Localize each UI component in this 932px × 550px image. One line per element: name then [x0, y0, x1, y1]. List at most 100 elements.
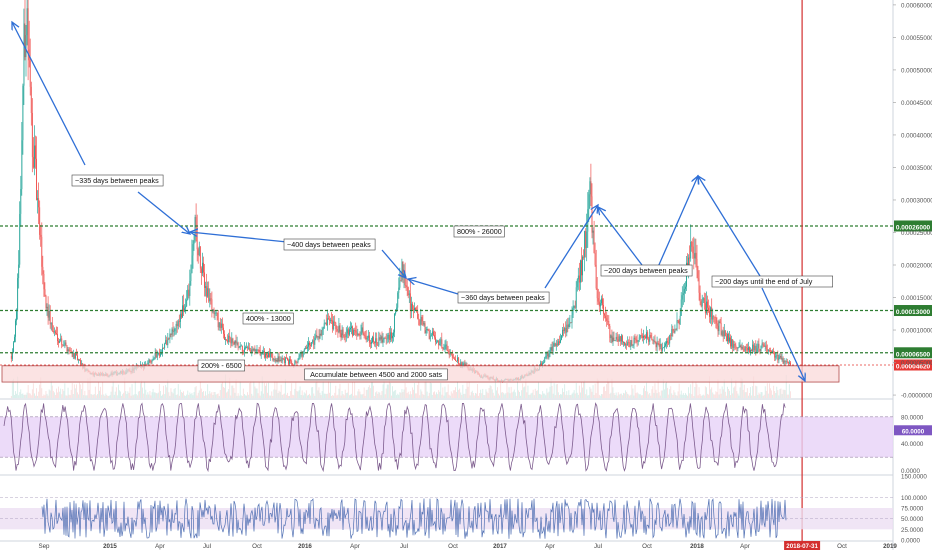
- candle-body: [156, 354, 158, 358]
- candle-body: [255, 350, 257, 352]
- volume-bar: [687, 395, 688, 398]
- candle-body: [698, 278, 700, 293]
- volume-bar: [401, 389, 403, 398]
- volume-bar: [763, 394, 765, 398]
- candle-body: [280, 359, 282, 362]
- volume-bar: [672, 395, 674, 398]
- volume-bar: [11, 380, 13, 398]
- volume-bar: [311, 387, 313, 398]
- volume-bar: [515, 395, 517, 398]
- oscillator-2-axis-tick: 75.0000: [901, 506, 924, 513]
- volume-bar: [781, 394, 783, 398]
- price-axis-tick: 0.00060000: [901, 2, 932, 9]
- volume-bar: [679, 394, 681, 398]
- candle-body: [282, 358, 284, 359]
- candle-body: [608, 321, 610, 326]
- volume-bar: [131, 384, 133, 398]
- volume-bar: [82, 383, 84, 398]
- candle-body: [380, 336, 382, 340]
- volume-bar: [540, 394, 541, 398]
- candle-body: [61, 338, 63, 345]
- candle-body: [427, 329, 429, 331]
- volume-bar: [198, 390, 200, 398]
- candle-body: [541, 363, 542, 366]
- volume-bar: [77, 392, 78, 398]
- volume-bar: [353, 395, 355, 398]
- candle-body: [309, 342, 310, 346]
- time-axis-tick: 2018: [690, 543, 704, 550]
- volume-bar: [29, 393, 31, 398]
- candle-body: [769, 350, 770, 351]
- volume-bar: [668, 394, 670, 398]
- volume-bar: [711, 387, 713, 398]
- volume-bar: [326, 393, 328, 398]
- volume-bar: [92, 394, 94, 398]
- volume-bar: [637, 393, 639, 398]
- volume-bar: [364, 395, 366, 398]
- volume-bar: [55, 395, 56, 398]
- volume-bar: [698, 387, 700, 398]
- candle-body: [556, 343, 558, 346]
- volume-bar: [167, 379, 169, 398]
- annotation-335-days: ~335 days between peaks: [71, 174, 164, 187]
- candle-body: [602, 298, 603, 306]
- volume-bar: [654, 383, 656, 398]
- volume-bar: [641, 395, 643, 398]
- volume-bar: [225, 374, 226, 398]
- candle-body: [284, 357, 286, 363]
- candle-body: [184, 308, 185, 312]
- volume-bar: [559, 395, 560, 398]
- candle-body: [594, 253, 596, 265]
- candle-body: [304, 347, 306, 350]
- candle-body: [785, 361, 787, 363]
- candle-body: [662, 347, 664, 349]
- candle-body: [288, 360, 289, 364]
- volume-bar: [362, 393, 364, 398]
- volume-bar: [347, 383, 349, 398]
- candle-body: [704, 303, 706, 314]
- candle-body: [301, 352, 303, 357]
- candle-body: [408, 293, 410, 296]
- candle-body: [694, 252, 696, 259]
- candle-body: [683, 288, 685, 294]
- volume-bar: [229, 377, 231, 398]
- candle-body: [667, 341, 668, 343]
- candle-body: [294, 361, 296, 366]
- price-axis-tick: 0.00050000: [901, 67, 932, 74]
- volume-bar: [443, 395, 445, 398]
- level-price-tag: [894, 347, 932, 359]
- candle-body: [553, 343, 555, 347]
- volume-bar: [269, 395, 271, 398]
- candle-body: [253, 349, 255, 351]
- candle-body: [604, 313, 605, 316]
- candle-body: [631, 340, 633, 346]
- candle-body: [371, 342, 372, 344]
- candle-body: [598, 301, 600, 307]
- candle-body: [653, 340, 655, 342]
- volume-bar: [764, 386, 766, 398]
- volume-bar: [613, 393, 615, 398]
- volume-bar: [550, 378, 552, 398]
- volume-bar: [217, 393, 219, 398]
- price-axis-tick: 0.00010000: [901, 328, 932, 335]
- volume-bar: [301, 390, 303, 398]
- volume-bar: [52, 390, 54, 398]
- volume-bar: [354, 382, 356, 398]
- volume-bar: [464, 393, 466, 398]
- candle-body: [420, 317, 422, 325]
- volume-bar: [743, 384, 745, 398]
- candle-body: [554, 343, 556, 347]
- volume-bar: [220, 383, 222, 398]
- oscillator-2-axis-tick: 0.0000: [901, 538, 920, 545]
- candle-body: [771, 351, 772, 352]
- candle-body: [623, 341, 624, 343]
- volume-bar: [761, 392, 763, 398]
- volume-bar: [191, 392, 193, 398]
- volume-bar: [510, 386, 512, 398]
- volume-bar: [322, 381, 324, 398]
- volume-bar: [224, 387, 225, 398]
- candle-body: [254, 349, 256, 352]
- candle-body: [320, 333, 322, 336]
- volume-bar: [732, 393, 734, 398]
- candle-body: [620, 335, 622, 342]
